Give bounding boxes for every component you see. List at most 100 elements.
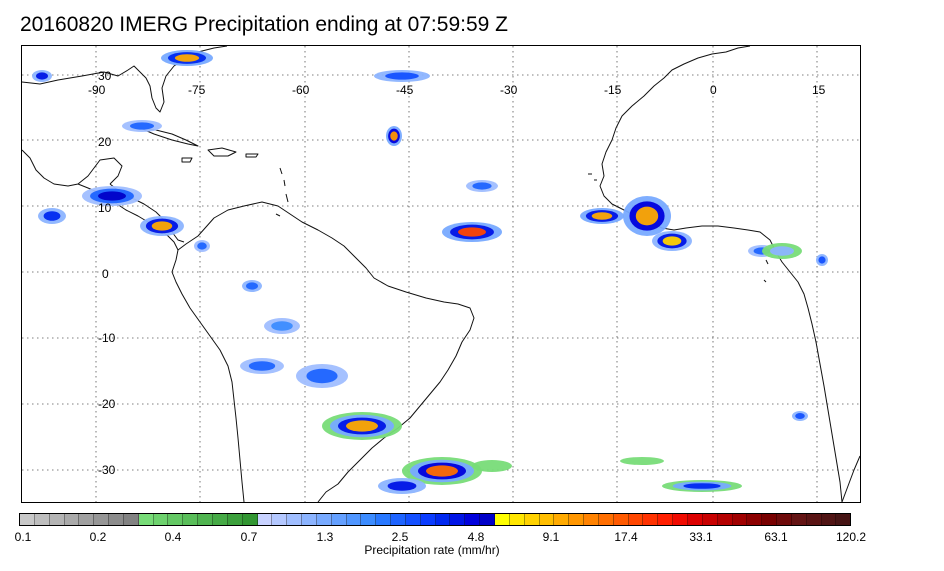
colorbar-tick: 0.1 — [14, 530, 32, 544]
colorbar-swatch — [257, 514, 273, 525]
colorbar-swatch — [331, 514, 347, 525]
latitude-labels: 30 20 10 0 -10 -20 -30 — [98, 69, 116, 477]
coast-mexico — [22, 149, 123, 187]
coast-gulf-guinea-islands — [763, 259, 769, 283]
coast-africa-north — [611, 46, 751, 141]
lat-label: 20 — [98, 135, 112, 149]
colorbar-tick: 4.8 — [467, 530, 485, 544]
colorbar-swatch — [79, 514, 95, 525]
coast-hispaniola — [207, 147, 237, 157]
coast-africa-west — [599, 139, 843, 502]
colorbar-swatch — [212, 514, 228, 525]
colorbar-swatch — [34, 514, 50, 525]
map-grid — [22, 46, 860, 502]
colorbar-swatch — [613, 514, 629, 525]
colorbar-swatch — [702, 514, 718, 525]
colorbar-swatch — [791, 514, 807, 525]
precip-cell — [662, 236, 682, 246]
lon-label: -60 — [292, 83, 310, 97]
coast-south-america — [177, 201, 475, 502]
colorbar-swatch — [747, 514, 763, 525]
colorbar-swatch — [346, 514, 362, 525]
colorbar-swatch — [673, 514, 688, 525]
coast-africa-south — [841, 455, 860, 502]
colorbar-swatch — [643, 514, 659, 525]
precip-cell — [818, 256, 826, 264]
colorbar-swatch — [361, 514, 377, 525]
precip-cell — [683, 483, 721, 489]
precip-cell — [271, 321, 293, 331]
precip-cell — [174, 54, 200, 62]
colorbar-swatch — [732, 514, 748, 525]
colorbar-swatch — [49, 514, 65, 525]
colorbar-tick: 120.2 — [835, 530, 867, 544]
colorbar-swatch — [138, 514, 154, 525]
colorbar-swatch — [554, 514, 570, 525]
colorbar-swatch — [376, 514, 392, 525]
precipitation-colorbar — [19, 513, 851, 526]
lat-label: -10 — [98, 331, 116, 345]
coast-cuba — [139, 127, 199, 147]
lat-label: 30 — [98, 69, 112, 83]
colorbar-swatch — [762, 514, 778, 525]
map-title: 20160820 IMERG Precipitation ending at 0… — [20, 13, 508, 36]
colorbar-tick: 63.1 — [764, 530, 788, 544]
colorbar-label: Precipitation rate (mm/hr) — [364, 543, 500, 557]
lon-label: -75 — [188, 83, 206, 97]
precip-cell — [43, 211, 61, 221]
precip-cell — [306, 368, 338, 384]
precip-cell — [770, 246, 794, 256]
colorbar-tick: 0.2 — [89, 530, 107, 544]
colorbar-swatch — [420, 514, 436, 525]
colorbar-tick: 1.3 — [316, 530, 334, 544]
colorbar-swatch — [405, 514, 421, 525]
precip-cell — [98, 191, 126, 201]
precip-cell — [390, 131, 398, 141]
colorbar-swatch — [109, 514, 124, 525]
colorbar-swatch — [20, 514, 35, 525]
precip-cell — [346, 420, 378, 432]
colorbar-swatch — [687, 514, 703, 525]
colorbar-swatch — [316, 514, 332, 525]
colorbar-swatch — [153, 514, 169, 525]
colorbar-swatch — [168, 514, 184, 525]
colorbar-swatch — [569, 514, 585, 525]
lon-label: -45 — [396, 83, 414, 97]
precip-cell — [197, 242, 207, 250]
precip-cell — [248, 361, 276, 371]
colorbar-swatch — [806, 514, 822, 525]
coast-lesser-antilles — [275, 167, 289, 217]
colorbar-swatch — [777, 514, 792, 525]
lat-label: -20 — [98, 397, 116, 411]
colorbar-swatch — [198, 514, 213, 525]
coast-puerto-rico — [245, 153, 259, 158]
colorbar-swatch — [495, 514, 510, 525]
colorbar-swatch — [821, 514, 837, 525]
colorbar-swatch — [272, 514, 288, 525]
colorbar-swatch — [227, 514, 243, 525]
colorbar-swatch — [628, 514, 644, 525]
lat-label: 0 — [102, 267, 109, 281]
lat-label: -30 — [98, 463, 116, 477]
lon-label: -30 — [500, 83, 518, 97]
precip-cell — [385, 72, 419, 80]
precip-cell — [246, 282, 258, 290]
precip-cell — [472, 182, 492, 190]
colorbar-swatch — [302, 514, 317, 525]
colorbar-tick: 2.5 — [391, 530, 409, 544]
colorbar-swatch — [480, 514, 495, 525]
precipitation-map: -90 -75 -60 -45 -30 -15 0 15 30 20 10 0 … — [21, 45, 861, 503]
lon-label: -15 — [604, 83, 622, 97]
coast-jamaica — [181, 157, 193, 163]
precip-cell — [36, 72, 48, 80]
colorbar-swatch — [717, 514, 733, 525]
colorbar-swatch — [64, 514, 80, 525]
colorbar-tick: 0.7 — [240, 530, 258, 544]
colorbar-swatch — [465, 514, 481, 525]
lon-label: -90 — [88, 83, 106, 97]
precip-cell — [387, 481, 417, 491]
colorbar-swatch — [94, 514, 110, 525]
colorbar-swatch — [183, 514, 199, 525]
precip-cell — [795, 413, 805, 419]
coastlines — [22, 46, 860, 502]
